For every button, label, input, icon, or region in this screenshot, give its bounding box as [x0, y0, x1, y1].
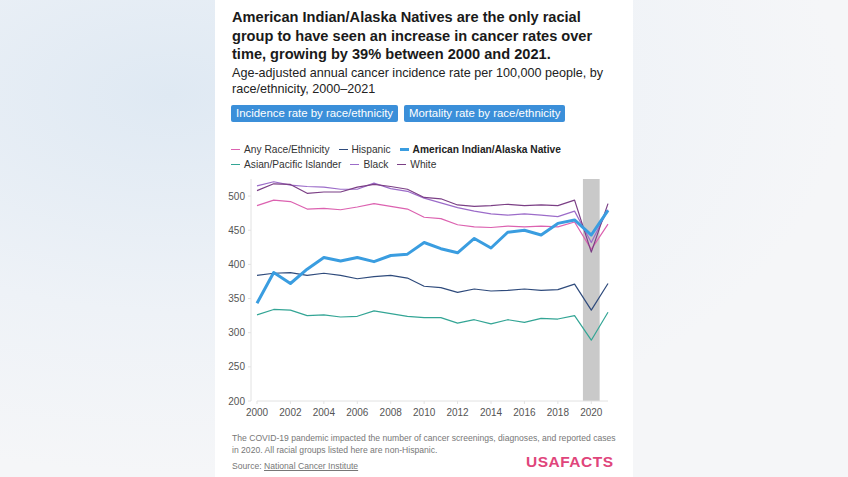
legend-swatch [231, 164, 240, 165]
tab-button[interactable]: Incidence rate by race/ethnicity [231, 105, 398, 122]
plot: 200 250 300 350 400 450 500 2000 2002 2004 2006 200… [0, 0, 848, 477]
x-tick [390, 401, 391, 404]
x-tick [323, 401, 324, 404]
x-tick [524, 401, 525, 404]
x-tick-label: 2002 [279, 407, 302, 418]
legend-item: Hispanic [339, 143, 391, 156]
legend-label: Any Race/Ethnicity [244, 143, 330, 156]
x-tick [491, 401, 492, 404]
series-line [257, 210, 608, 303]
x-tick-label: 2016 [513, 407, 536, 418]
legend-label: Hispanic [352, 143, 391, 156]
legend-swatch [350, 164, 359, 165]
legend-label: Black [363, 158, 388, 171]
legend-swatch [339, 149, 348, 150]
legend-swatch [400, 148, 409, 151]
buttons: Incidence rate by race/ethnicity Mortalit… [231, 105, 565, 122]
legend-item: American Indian/Alaska Native [400, 143, 561, 156]
source-link[interactable]: National Cancer Institute [264, 461, 358, 471]
y-tick-label: 250 [228, 361, 245, 372]
x-tick [557, 401, 558, 404]
y-tick-label: 200 [228, 396, 245, 407]
y-tick [248, 298, 251, 299]
x-tick [357, 401, 358, 404]
y-tick [248, 401, 251, 402]
y-tick [248, 230, 251, 231]
legend-label: American Indian/Alaska Native [413, 143, 561, 156]
x-tick-label: 2012 [446, 407, 469, 418]
x-tick [457, 401, 458, 404]
series-line [257, 273, 608, 311]
y-tick [248, 264, 251, 265]
legend-item: Asian/Pacific Islander [231, 158, 341, 171]
legend-swatch [231, 149, 240, 150]
subtitle: Age-adjusted annual cancer incidence rat… [232, 66, 622, 97]
y-tick [248, 332, 251, 333]
tab-button[interactable]: Mortality rate by race/ethnicity [404, 105, 565, 122]
series-group [257, 182, 608, 340]
legend-item: Any Race/Ethnicity [231, 143, 330, 156]
x-tick-label: 2004 [313, 407, 336, 418]
x-tick-label: 2018 [547, 407, 570, 418]
legend-swatch [397, 164, 406, 165]
title: American Indian/Alaska Natives are the o… [232, 8, 622, 64]
x-tick-label: 2008 [380, 407, 403, 418]
x-tick [591, 401, 592, 404]
y-tick-label: 500 [228, 191, 245, 202]
series-line [257, 182, 608, 243]
x-axis-line [257, 401, 608, 402]
y-axis-line [251, 179, 252, 401]
y-tick-label: 300 [228, 327, 245, 338]
source: Source: National Cancer Institute [232, 461, 358, 471]
x-tick-label: 2000 [246, 407, 269, 418]
y-tick [248, 196, 251, 197]
x-tick-label: 2006 [346, 407, 369, 418]
x-tick-label: 2010 [413, 407, 436, 418]
series-line [257, 309, 608, 340]
x-tick-label: 2014 [480, 407, 503, 418]
legend-item: White [397, 158, 436, 171]
footnote: The COVID-19 pandemic impacted the numbe… [232, 432, 622, 456]
y-tick-label: 450 [228, 225, 245, 236]
brand: USAFACTS [526, 453, 614, 471]
y-tick-label: 400 [228, 259, 245, 270]
y-tick-label: 350 [228, 293, 245, 304]
series-line [257, 184, 608, 252]
source-label: Source: [232, 461, 262, 471]
y-tick [248, 366, 251, 367]
legend-item: Black [350, 158, 388, 171]
legend: Any Race/Ethnicity Hispanic American India… [231, 143, 626, 171]
x-tick-label: 2020 [580, 407, 603, 418]
x-tick [257, 401, 258, 404]
legend-label: White [410, 158, 436, 171]
x-tick [290, 401, 291, 404]
highlight-band [583, 179, 600, 401]
x-tick [424, 401, 425, 404]
legend-label: Asian/Pacific Islander [244, 158, 341, 171]
